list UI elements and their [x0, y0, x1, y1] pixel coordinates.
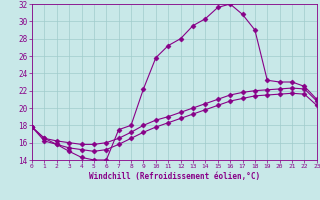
X-axis label: Windchill (Refroidissement éolien,°C): Windchill (Refroidissement éolien,°C): [89, 172, 260, 181]
